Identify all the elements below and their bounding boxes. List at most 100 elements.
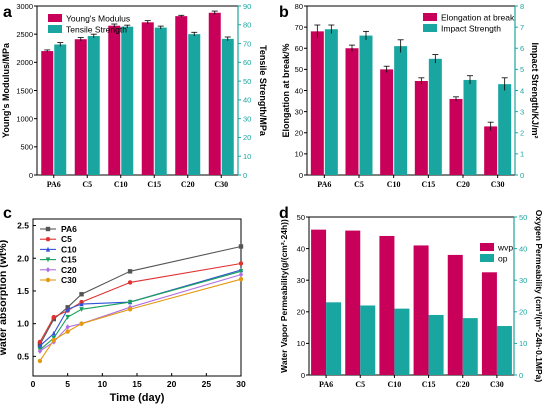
bar-elongation-at-break-c10 [380, 69, 394, 175]
point-pa6 [238, 244, 244, 249]
bar-impact-strength-c20 [463, 79, 477, 175]
point-c10 [51, 330, 56, 336]
y-tick-label: 40 [297, 244, 305, 253]
point-c20 [238, 271, 244, 278]
legend-label-2: C10 [61, 244, 77, 254]
y2-tick-label: 80 [243, 21, 251, 30]
y-tick-label: 50 [297, 213, 305, 222]
y-tick-label: 10 [297, 339, 305, 348]
point-c5 [37, 339, 43, 345]
bar-wvp-c15 [413, 245, 429, 375]
x-tick-label: C20 [181, 180, 195, 189]
y2-tick-label: 20 [243, 133, 251, 142]
point-c5 [51, 314, 56, 320]
bar-young-s-modulus-c5 [74, 39, 87, 176]
bar-impact-strength-pa6 [324, 29, 338, 175]
y2-tick-label: 20 [519, 308, 527, 317]
point-c20 [65, 324, 70, 330]
point-c30 [37, 358, 43, 364]
legend-label-1: Tensile Strength [66, 25, 127, 35]
panel-label-b: b [279, 4, 289, 21]
y-tick-label: 80 [295, 2, 303, 11]
y-axis-label: Young's Modulus/MPa [1, 42, 11, 138]
x-tick-label: 25 [202, 379, 212, 389]
bar-wvp-c30 [481, 272, 497, 375]
y-tick-label: 20 [295, 129, 303, 138]
y-tick-label: 2500 [16, 30, 33, 39]
point-c10 [37, 343, 43, 349]
point-c30 [238, 276, 244, 282]
legend-marker-1 [45, 237, 51, 242]
y2-tick-label: 1 [520, 150, 524, 159]
legend-marker-4 [45, 267, 51, 273]
legend-label-1: op [498, 254, 508, 264]
bar-impact-strength-c10 [394, 46, 408, 176]
y2-axis-label: Oxygen Permeability (cm³/(m²·24h·0.1MPa) [534, 210, 544, 383]
x-tick-label: C15 [422, 380, 436, 389]
y-tick-label: 20 [297, 308, 305, 317]
y-axis-label: Water Vapor Permeability(g/(cm²·24h)) [279, 219, 289, 373]
y-tick-label: 70 [295, 23, 303, 32]
y2-tick-label: 10 [519, 339, 527, 348]
y2-tick-label: 0 [519, 371, 523, 380]
x-tick-label: C30 [491, 180, 505, 189]
x-tick-label: C20 [456, 180, 470, 189]
y2-tick-label: 0 [520, 171, 524, 180]
bar-elongation-at-break-c20 [449, 98, 463, 175]
y2-tick-label: 30 [243, 114, 251, 123]
legend-label-1: Impact Strength [441, 24, 501, 34]
y2-tick-label: 10 [243, 152, 251, 161]
legend-swatch-1 [480, 254, 494, 262]
bar-tensile-strength-c20 [188, 34, 201, 175]
x-tick-label: C20 [456, 380, 470, 389]
point-c30 [65, 329, 70, 334]
y2-tick-label: 8 [520, 2, 524, 11]
bar-tensile-strength-c10 [121, 26, 134, 176]
series-line-c15 [39, 270, 242, 351]
y2-tick-label: 2 [520, 129, 524, 138]
y2-tick-label: 90 [243, 2, 251, 11]
x-tick-label: C10 [387, 180, 401, 189]
legend-label-0: PA6 [61, 224, 77, 234]
bar-elongation-at-break-c5 [345, 48, 359, 175]
legend-marker-0 [45, 226, 51, 232]
legend-label-3: C15 [61, 255, 77, 265]
x-tick-label: PA6 [317, 180, 331, 189]
x-tick-label: PA6 [319, 380, 333, 389]
y2-tick-label: 0 [243, 171, 247, 180]
bar-tensile-strength-pa6 [54, 44, 67, 175]
y2-tick-label: 3 [520, 107, 524, 116]
panel-label-c: c [3, 205, 12, 222]
series-line-pa6 [39, 245, 242, 345]
bar-tensile-strength-c5 [87, 36, 100, 175]
x-axis-label: Time (day) [110, 392, 165, 404]
x-tick-label: 5 [65, 379, 70, 389]
series-line-c20 [39, 274, 242, 352]
x-tick-label: C10 [114, 180, 128, 189]
x-tick-label: 20 [167, 379, 177, 389]
bar-op-c30 [496, 326, 512, 375]
x-tick-label: C10 [388, 380, 402, 389]
legend-marker-2 [45, 246, 51, 252]
x-tick-label: C30 [214, 180, 228, 189]
bar-young-s-modulus-c15 [141, 22, 154, 175]
point-c5 [127, 280, 133, 285]
bar-elongation-at-break-c15 [414, 80, 428, 175]
y2-tick-label: 5 [520, 65, 524, 74]
bar-elongation-at-break-pa6 [310, 31, 324, 175]
y-tick-label: 2000 [16, 58, 33, 67]
y2-tick-label: 70 [243, 39, 251, 48]
y-tick-label: 60 [295, 44, 303, 53]
x-tick-label: C5 [355, 380, 365, 389]
x-tick-label: C30 [490, 380, 504, 389]
bar-op-c15 [428, 314, 444, 375]
panel-label-d: d [279, 205, 289, 222]
y2-tick-label: 6 [520, 44, 524, 53]
x-tick-label: C15 [147, 180, 161, 189]
point-c15 [79, 307, 84, 312]
point-c30 [51, 337, 56, 343]
y-tick-label: 50 [295, 65, 303, 74]
legend-label-4: C20 [61, 265, 77, 275]
legend-swatch-0 [480, 243, 494, 251]
